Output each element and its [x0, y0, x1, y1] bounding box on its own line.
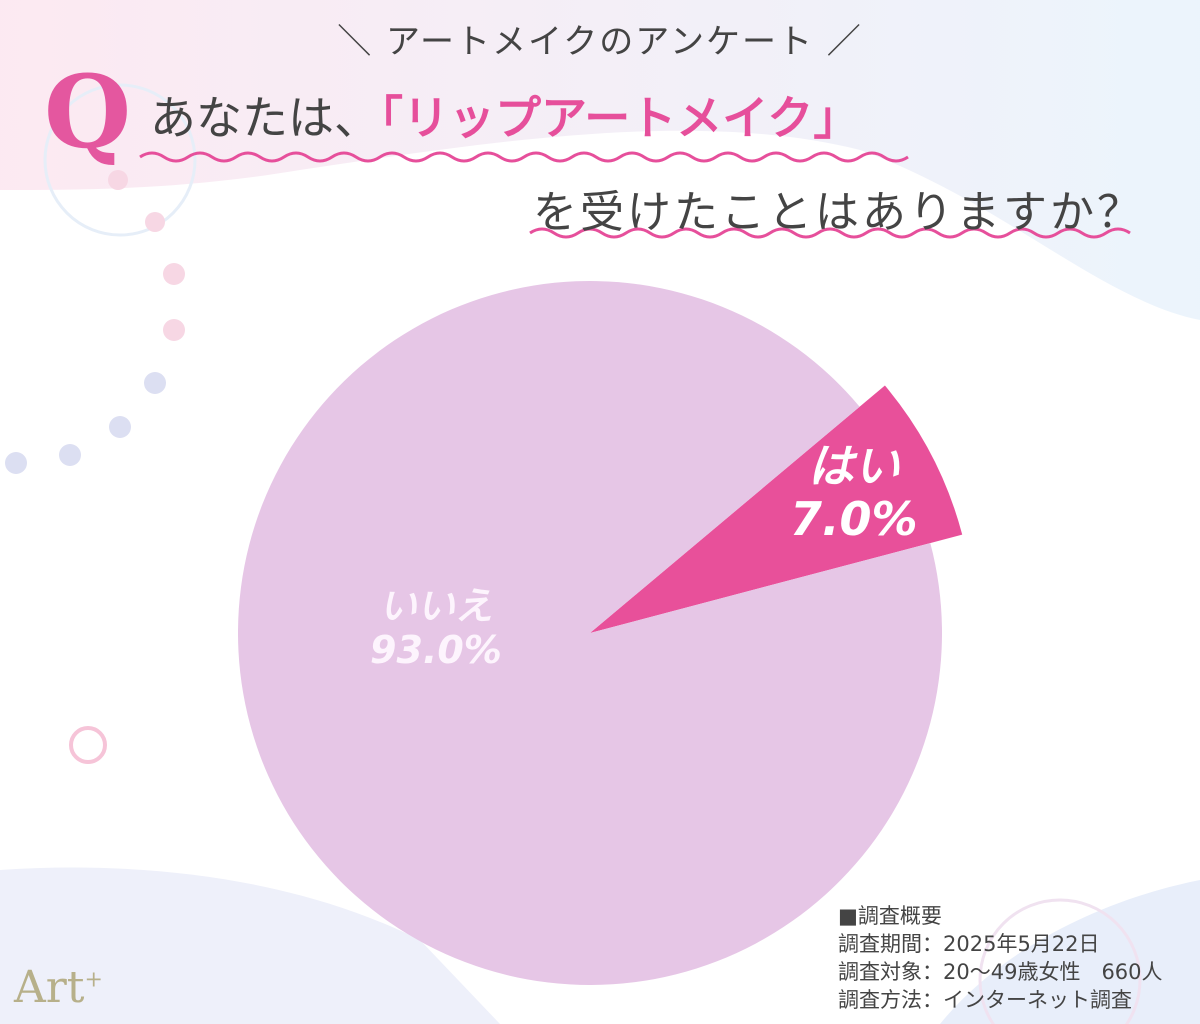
notes-line: 調査対象：20〜49歳女性 660人 — [838, 960, 1163, 984]
question-text: あなたは、 — [150, 91, 380, 145]
pie-slice-no — [238, 281, 943, 986]
slice-no-name: いいえ — [378, 584, 493, 628]
slice-yes-value: 7.0% — [790, 491, 918, 546]
survey-subtitle: ＼ アートメイクのアンケート ／ — [337, 22, 863, 62]
survey-notes: ■調査概要調査期間：2025年5月22日調査対象：20〜49歳女性 660人 調査… — [838, 902, 1163, 1014]
question-highlight: 「リップアートメイク」 — [380, 91, 860, 145]
notes-heading: ■調査概要 — [838, 904, 942, 928]
slice-label-no: いいえ 93.0% — [370, 584, 502, 672]
logo-sup: + — [84, 967, 103, 993]
logo-text: Art — [14, 962, 85, 1013]
notes-line: 調査方法：インターネット調査 — [838, 988, 1132, 1012]
slice-yes-name: はい — [807, 439, 900, 493]
brand-logo: Art+ — [14, 962, 103, 1013]
q-mark-icon: Q — [44, 53, 132, 171]
notes-line: 調査期間：2025年5月22日 — [838, 932, 1100, 956]
pie-slice-yes — [590, 385, 963, 633]
question-line-2: を受けたことはありますか？ — [533, 187, 1144, 238]
slice-no-value: 93.0% — [370, 627, 502, 672]
slice-label-yes: はい 7.0% — [790, 440, 918, 546]
question-line-1: あなたは、「リップアートメイク」 — [150, 82, 859, 148]
